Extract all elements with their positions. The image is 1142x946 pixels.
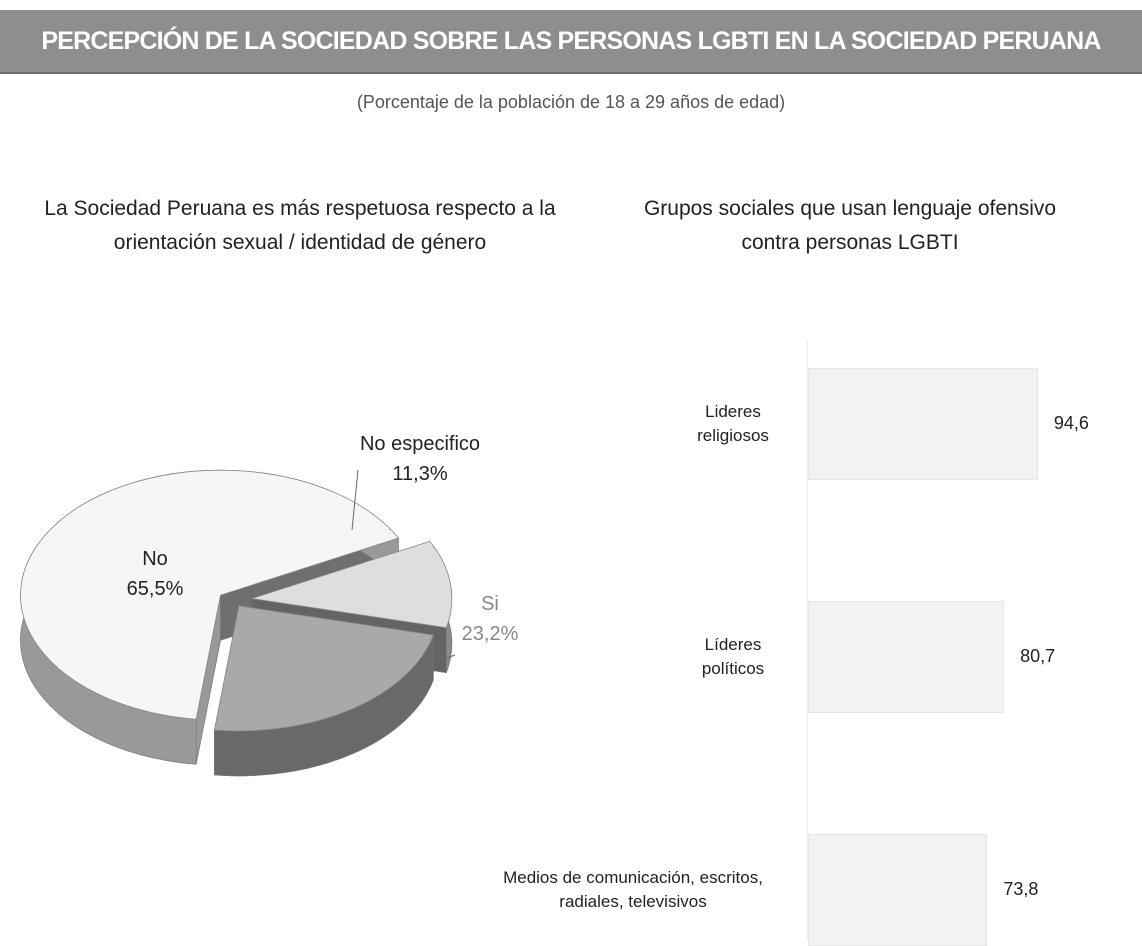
value-label: 94,6 xyxy=(1053,413,1089,433)
value-label: 80,7 xyxy=(1020,646,1056,666)
category-text: Líderes políticos xyxy=(701,635,765,678)
bar xyxy=(808,368,1038,480)
bar-title: Grupos sociales que usan lenguaje ofensi… xyxy=(643,197,1057,254)
leader-line xyxy=(351,469,359,531)
category-label: Medios de comunicación, escritos, radial… xyxy=(453,866,783,914)
subtitle: (Porcentaje de la población de 18 a 29 a… xyxy=(356,92,786,112)
slice-top xyxy=(20,469,400,720)
category-label: Líderes políticos xyxy=(453,633,783,681)
slice-top xyxy=(213,605,434,732)
pie-slice xyxy=(213,605,434,777)
slice-label: No xyxy=(142,548,168,570)
category-text: Medios de comunicación, escritos, radial… xyxy=(503,868,763,911)
slice-value-label: 23,2% xyxy=(462,623,519,645)
slice-value-label: 65,5% xyxy=(127,578,184,600)
slice-top xyxy=(251,540,453,629)
axis-line xyxy=(807,340,808,940)
value-label: 73,8 xyxy=(1003,879,1039,899)
leader-line xyxy=(427,654,456,666)
pie-title: La Sociedad Peruana es más respetuosa re… xyxy=(44,197,556,254)
bar xyxy=(808,834,988,946)
bar xyxy=(808,601,1005,713)
category-label: Lideres religiosos xyxy=(453,400,783,448)
slice-value-label: 11,3% xyxy=(392,463,447,485)
category-text: Lideres religiosos xyxy=(697,402,769,445)
pie-chart: No 65,5% No especifico 11,3% Si 23,2% xyxy=(20,433,519,777)
banner: PERCEPCIÓN DE LA SOCIEDAD SOBRE LAS PERS… xyxy=(0,10,1142,74)
slice-label: Si xyxy=(481,593,499,615)
slice-label: No especifico xyxy=(360,433,480,455)
page-title: PERCEPCIÓN DE LA SOCIEDAD SOBRE LAS PERS… xyxy=(41,27,1101,55)
